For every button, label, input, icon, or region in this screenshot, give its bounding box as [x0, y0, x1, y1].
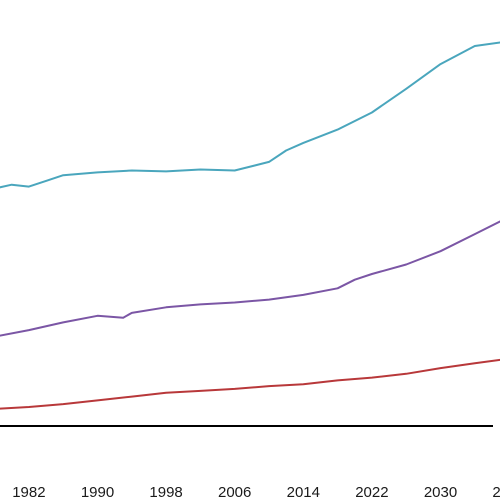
x-tick-label: 2014	[287, 484, 320, 500]
series-line-2	[0, 220, 500, 337]
x-tick-label: 2030	[424, 484, 457, 500]
x-tick-label: 2038	[492, 484, 500, 500]
series-line-1	[0, 41, 500, 189]
x-tick-label: 1990	[81, 484, 114, 500]
x-tick-label: 1998	[149, 484, 182, 500]
series-line-3	[0, 358, 500, 410]
x-tick-label: 2006	[218, 484, 251, 500]
x-tick-label: 2022	[355, 484, 388, 500]
series-layer	[0, 41, 500, 410]
x-tick-label: 1982	[12, 484, 45, 500]
x-axis-tick-labels: 198219901998200620142022203020382046	[12, 484, 500, 500]
